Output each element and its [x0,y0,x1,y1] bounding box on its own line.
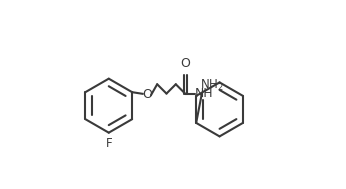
Text: F: F [106,137,112,150]
Text: O: O [142,88,152,101]
Text: NH: NH [195,87,214,100]
Text: NH$_2$: NH$_2$ [200,78,224,93]
Text: O: O [180,57,190,70]
